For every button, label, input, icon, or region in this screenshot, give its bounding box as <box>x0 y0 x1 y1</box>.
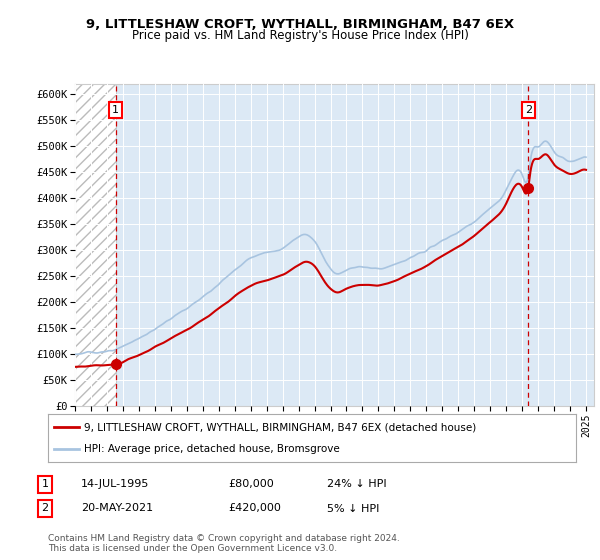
Text: 2: 2 <box>41 503 49 514</box>
Text: 14-JUL-1995: 14-JUL-1995 <box>81 479 149 489</box>
Text: £420,000: £420,000 <box>228 503 281 514</box>
Text: HPI: Average price, detached house, Bromsgrove: HPI: Average price, detached house, Brom… <box>84 444 340 454</box>
Text: £80,000: £80,000 <box>228 479 274 489</box>
Text: 9, LITTLESHAW CROFT, WYTHALL, BIRMINGHAM, B47 6EX: 9, LITTLESHAW CROFT, WYTHALL, BIRMINGHAM… <box>86 18 514 31</box>
Text: 2: 2 <box>524 105 532 115</box>
Text: 1: 1 <box>112 105 119 115</box>
Text: Contains HM Land Registry data © Crown copyright and database right 2024.
This d: Contains HM Land Registry data © Crown c… <box>48 534 400 553</box>
Text: 9, LITTLESHAW CROFT, WYTHALL, BIRMINGHAM, B47 6EX (detached house): 9, LITTLESHAW CROFT, WYTHALL, BIRMINGHAM… <box>84 422 476 432</box>
Text: Price paid vs. HM Land Registry's House Price Index (HPI): Price paid vs. HM Land Registry's House … <box>131 29 469 42</box>
Text: 20-MAY-2021: 20-MAY-2021 <box>81 503 153 514</box>
Text: 1: 1 <box>41 479 49 489</box>
Text: 5% ↓ HPI: 5% ↓ HPI <box>327 503 379 514</box>
Text: 24% ↓ HPI: 24% ↓ HPI <box>327 479 386 489</box>
